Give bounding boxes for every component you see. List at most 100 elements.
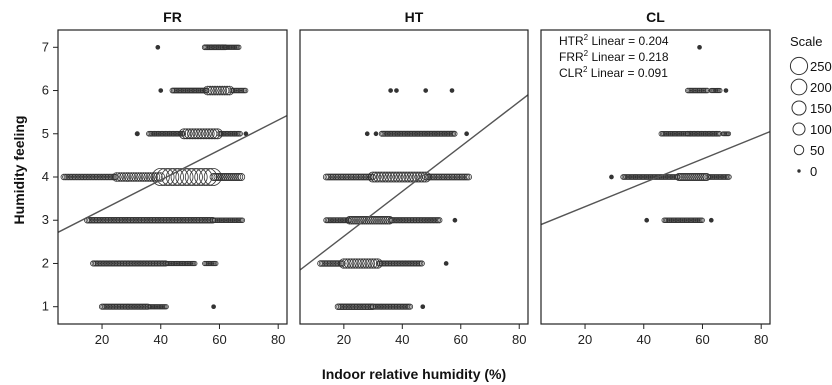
data-point [184,167,203,186]
data-point [116,172,127,182]
fit-line [58,114,287,233]
data-point [684,173,693,181]
data-point [323,260,330,267]
data-point [104,216,112,224]
legend-marker [789,56,809,76]
data-point [107,216,115,224]
data-point [66,173,74,181]
data-point [209,173,218,181]
data-point [128,172,139,182]
data-point [63,173,71,181]
data-point [357,173,365,181]
data-point [62,173,69,181]
data-point [101,173,108,181]
data-point [192,216,199,224]
data-point [697,44,702,50]
data-point [367,258,378,269]
data-point [370,171,382,183]
data-point [336,303,343,310]
data-point [124,172,134,182]
data-point [207,85,218,96]
fit-line [541,130,770,226]
data-point [140,216,148,224]
data-point [70,173,77,181]
data-point [351,258,362,269]
data-point [215,85,225,96]
data-point [77,173,85,181]
legend-label: 250 [810,59,832,74]
data-point [110,216,118,224]
marker-run [422,173,472,181]
data-point [106,216,113,224]
data-point [342,303,350,310]
marker-run [84,216,217,224]
data-point [140,172,151,182]
data-point [170,216,177,224]
data-point [345,303,353,310]
marker-run [705,174,732,180]
data-point [194,167,213,186]
data-point [175,216,182,224]
data-point [414,171,426,183]
data-point [341,258,352,269]
y-tick-label: 4 [42,169,49,184]
marker-run [684,130,723,137]
legend-marker [792,122,806,136]
data-point [700,173,709,181]
data-point [343,258,355,269]
data-point [428,173,436,181]
data-point [154,216,162,224]
data-point [361,303,368,310]
data-point [176,216,184,224]
data-point [180,130,187,137]
data-point [690,173,699,181]
data-point [198,216,206,224]
data-point [167,216,174,224]
data-point [324,173,332,181]
marker-run [146,304,169,310]
data-point [322,173,330,181]
data-point [356,303,364,310]
x-tick-label: 60 [212,332,226,347]
data-point [451,173,459,181]
data-point [344,303,351,310]
data-point [192,260,198,267]
data-point [85,173,93,181]
data-point [96,216,104,224]
data-point [360,173,368,181]
marker-run [317,260,346,267]
marker-run [685,87,711,94]
x-tick-label: 20 [578,332,592,347]
data-point [107,173,115,181]
data-point [349,216,359,225]
legend-marker [790,78,808,96]
data-point [170,167,189,186]
data-point [156,167,175,186]
data-point [355,173,363,181]
data-point [193,216,201,224]
data-point [180,167,199,186]
data-point [143,216,151,224]
data-point [91,216,99,224]
data-point [329,173,337,181]
data-point [456,173,464,181]
data-point [362,258,373,269]
data-point [445,173,453,181]
data-point [369,258,381,269]
legend-label: 200 [810,80,832,95]
x-tick-label: 60 [454,332,468,347]
data-point [334,303,342,310]
data-point [187,128,198,140]
marker-run [369,303,414,310]
data-point [93,173,101,181]
data-point [109,216,116,224]
data-point [465,173,472,181]
data-point [354,258,365,269]
data-point [453,173,461,181]
data-point [351,216,361,225]
data-point [400,171,412,183]
data-point [182,216,190,224]
data-point [682,173,691,181]
data-point [195,128,207,140]
data-point [367,303,375,310]
